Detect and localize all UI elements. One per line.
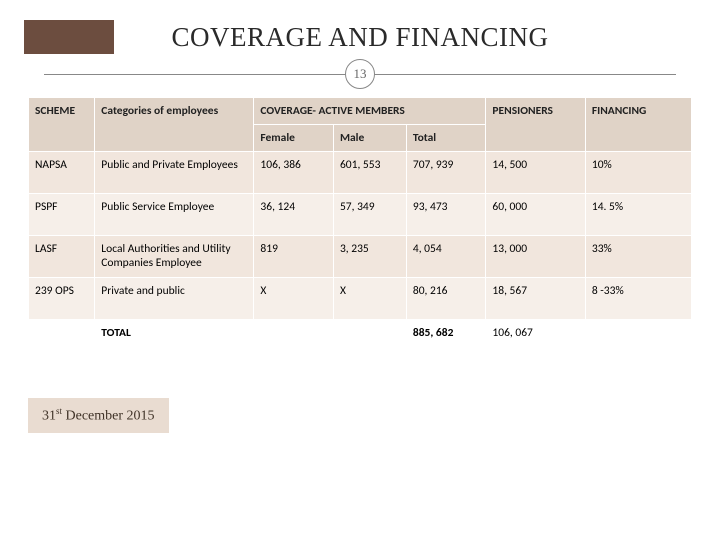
cell-male: 57, 349: [333, 194, 406, 236]
col-scheme: SCHEME: [29, 98, 95, 152]
cell-category: Private and public: [95, 278, 254, 320]
cell-total: 4, 054: [406, 236, 486, 278]
slide-title: COVERAGE AND FINANCING: [28, 18, 692, 53]
cell-female: 106, 386: [254, 152, 334, 194]
table-row: PSPF Public Service Employee 36, 124 57,…: [29, 194, 692, 236]
col-financing: FINANCING: [585, 98, 691, 152]
cell-scheme: 239 OPS: [29, 278, 95, 320]
cell-category: Local Authorities and Utility Companies …: [95, 236, 254, 278]
cell-total-pensioners: 106, 067: [486, 320, 585, 368]
col-coverage: COVERAGE- ACTIVE MEMBERS: [254, 98, 486, 125]
col-male: Male: [333, 125, 406, 152]
cell-total: 707, 939: [406, 152, 486, 194]
footnote-date: 31st December 2015: [28, 398, 169, 433]
cell-financing: 10%: [585, 152, 691, 194]
cell-female: 819: [254, 236, 334, 278]
cell-empty: [333, 320, 406, 368]
slide-number-row: 13: [28, 59, 692, 89]
col-categories: Categories of employees: [95, 98, 254, 152]
table-row: 239 OPS Private and public X X 80, 216 1…: [29, 278, 692, 320]
cell-empty: [29, 320, 95, 368]
cell-empty: [254, 320, 334, 368]
coverage-table: SCHEME Categories of employees COVERAGE-…: [28, 97, 692, 368]
cell-female: 36, 124: [254, 194, 334, 236]
cell-financing: 8 -33%: [585, 278, 691, 320]
cell-pensioners: 14, 500: [486, 152, 585, 194]
cell-category: Public Service Employee: [95, 194, 254, 236]
table-row: LASF Local Authorities and Utility Compa…: [29, 236, 692, 278]
cell-female: X: [254, 278, 334, 320]
title-area: COVERAGE AND FINANCING: [28, 18, 692, 53]
cell-pensioners: 60, 000: [486, 194, 585, 236]
slide-number-badge: 13: [345, 59, 375, 89]
footnote-day: 31: [42, 409, 56, 424]
cell-scheme: LASF: [29, 236, 95, 278]
cell-financing: 33%: [585, 236, 691, 278]
cell-financing: 14. 5%: [585, 194, 691, 236]
table-header-row-1: SCHEME Categories of employees COVERAGE-…: [29, 98, 692, 125]
footnote-rest: December 2015: [66, 409, 155, 424]
cell-empty: [585, 320, 691, 368]
cell-pensioners: 13, 000: [486, 236, 585, 278]
cell-category: Public and Private Employees: [95, 152, 254, 194]
table-total-row: TOTAL 885, 682 106, 067: [29, 320, 692, 368]
col-pensioners: PENSIONERS: [486, 98, 585, 152]
cell-total-label: TOTAL: [95, 320, 254, 368]
col-total: Total: [406, 125, 486, 152]
cell-scheme: PSPF: [29, 194, 95, 236]
cell-total-total: 885, 682: [406, 320, 486, 368]
cell-male: X: [333, 278, 406, 320]
cell-total: 80, 216: [406, 278, 486, 320]
cell-pensioners: 18, 567: [486, 278, 585, 320]
cell-male: 601, 553: [333, 152, 406, 194]
cell-male: 3, 235: [333, 236, 406, 278]
footnote-ordinal: st: [56, 406, 62, 416]
cell-scheme: NAPSA: [29, 152, 95, 194]
cell-total: 93, 473: [406, 194, 486, 236]
col-female: Female: [254, 125, 334, 152]
table-row: NAPSA Public and Private Employees 106, …: [29, 152, 692, 194]
